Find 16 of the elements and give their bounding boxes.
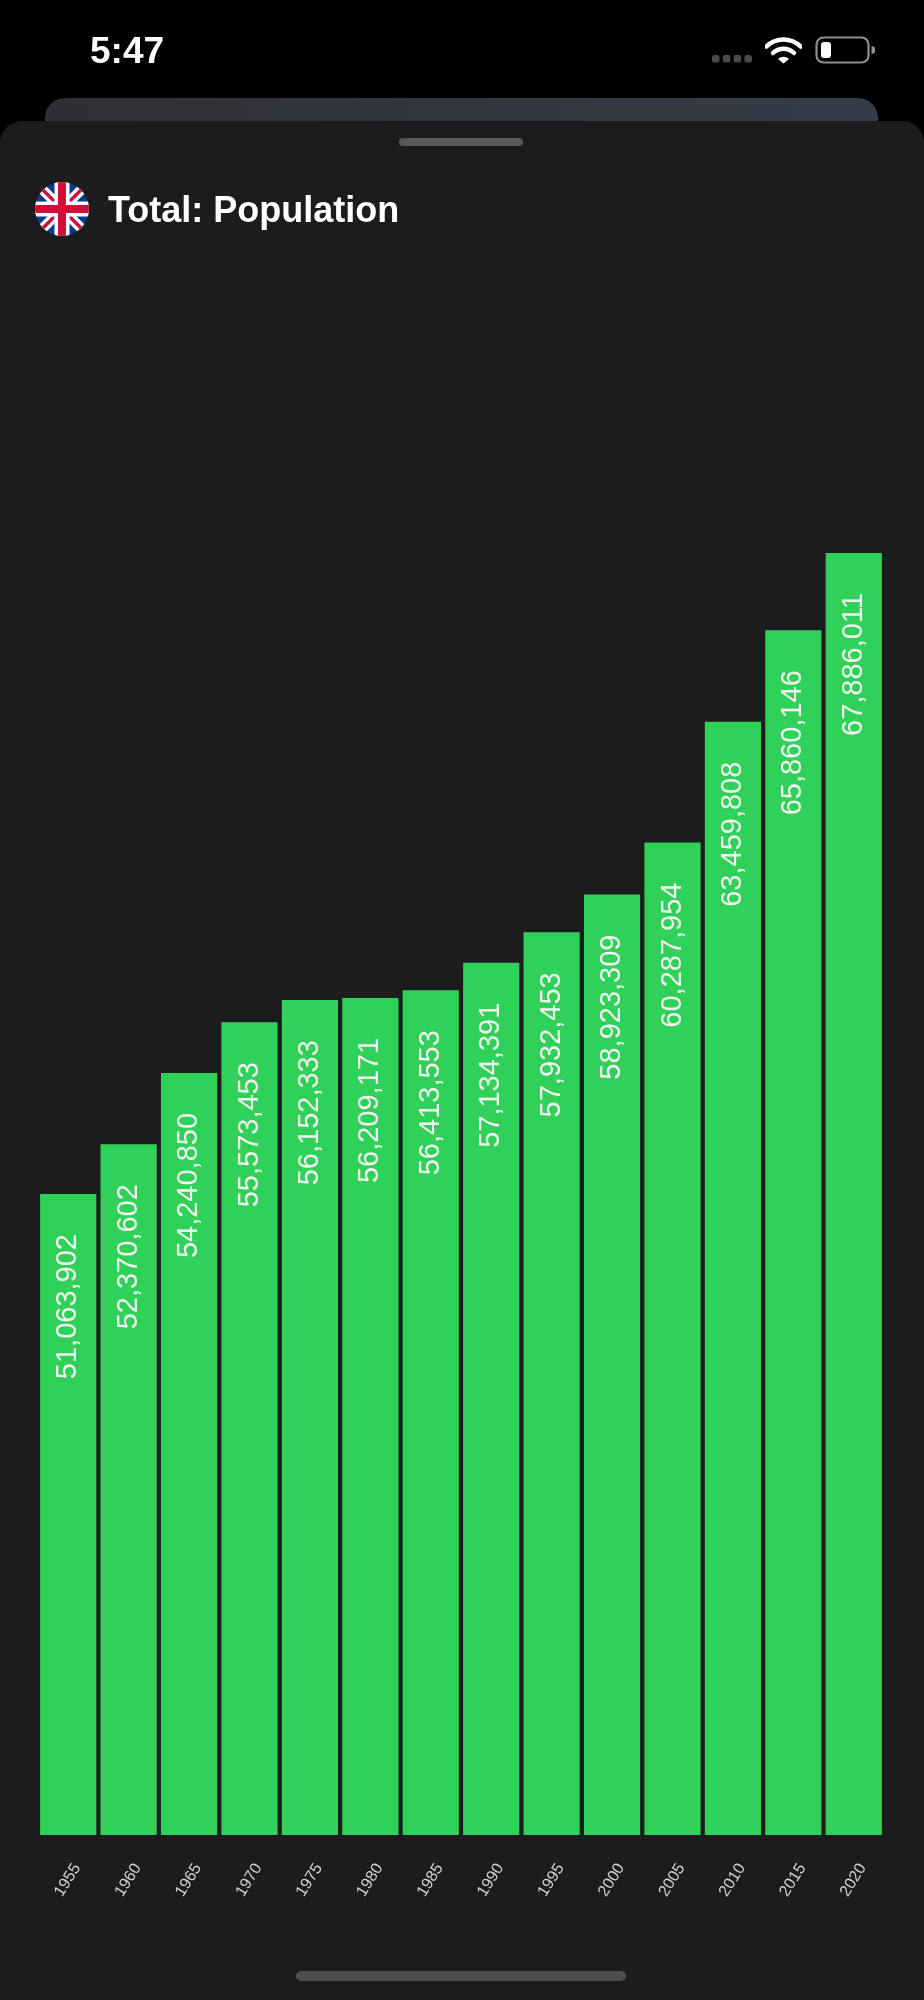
data-label: 56,413,553 xyxy=(412,1030,445,1176)
data-label: 63,459,808 xyxy=(714,761,747,907)
data-label: 56,209,171 xyxy=(352,1037,385,1184)
data-label: 55,573,453 xyxy=(231,1062,264,1208)
text: 5:47 xyxy=(90,30,165,71)
data-label: 57,134,391 xyxy=(473,1002,506,1148)
data-label: 54,240,850 xyxy=(171,1112,204,1259)
data-label: 58,923,309 xyxy=(594,934,627,1080)
data-label: 51,063,902 xyxy=(50,1234,83,1380)
data-label: 56,152,333 xyxy=(291,1040,324,1186)
data-label: 67,886,011 xyxy=(835,593,868,736)
data-label: 60,287,954 xyxy=(654,882,687,1028)
data-label: 57,932,453 xyxy=(533,972,566,1118)
data-label: 52,370,602 xyxy=(110,1184,143,1330)
data-label: 65,860,146 xyxy=(775,670,808,816)
chart-title: Total: Population xyxy=(108,189,400,230)
